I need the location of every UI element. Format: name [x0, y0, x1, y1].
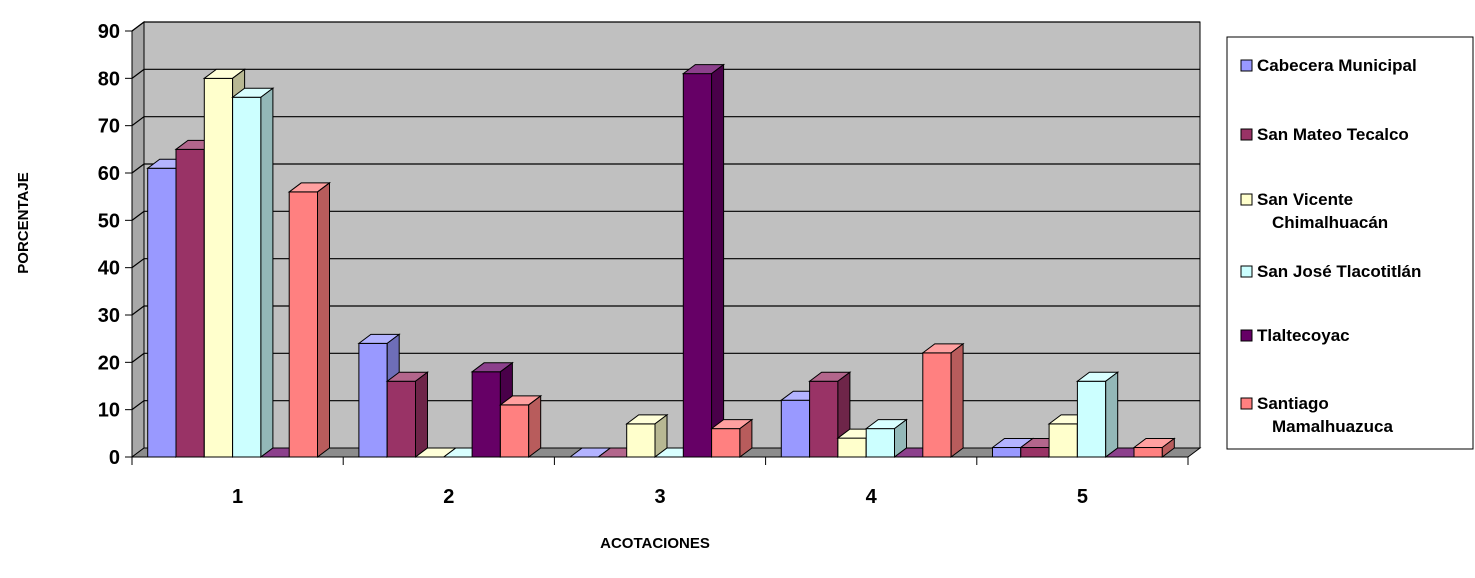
bar	[625, 413, 669, 458]
bar-side	[950, 342, 964, 458]
gridline	[131, 116, 1200, 127]
bar	[710, 418, 754, 458]
y-tick-label: 40	[98, 258, 120, 280]
y-tick-label: 60	[98, 163, 120, 185]
bar	[1132, 437, 1176, 458]
bar-front	[837, 437, 867, 458]
bar-front	[203, 77, 234, 458]
bar-front	[992, 447, 1022, 458]
gridline	[131, 258, 1200, 269]
legend-swatch	[1240, 128, 1253, 141]
legend: Cabecera Municipal San Mateo Tecalco San V…	[1226, 36, 1474, 450]
bar-front	[682, 73, 713, 458]
bar-side	[528, 394, 542, 458]
gridlines	[131, 21, 1200, 411]
bar	[681, 63, 726, 458]
y-tick-label: 50	[98, 210, 120, 232]
y-tick-label: 30	[98, 305, 120, 327]
bar-side	[1161, 437, 1175, 458]
legend-swatch	[1240, 397, 1253, 410]
bar-front	[471, 371, 501, 458]
bar	[231, 87, 275, 458]
y-axis-title: PORCENTAJE	[15, 172, 32, 273]
bar-front	[626, 423, 656, 458]
bar-front	[711, 428, 741, 458]
y-tick-label: 90	[98, 21, 120, 43]
bar-side	[711, 63, 725, 458]
bar	[921, 342, 965, 458]
bar	[498, 394, 543, 458]
bar-side	[260, 87, 274, 458]
legend-swatch	[1240, 59, 1253, 72]
bar-side	[1105, 371, 1119, 458]
y-tick-label: 20	[98, 352, 120, 374]
gridline	[131, 21, 1200, 32]
bar-front	[865, 428, 896, 458]
legend-swatch	[1240, 193, 1253, 206]
bar-front	[358, 342, 388, 458]
bar-front	[780, 399, 811, 458]
y-axis-ticks: 0 10 20 30 40 50 60 70 80 90	[98, 21, 133, 469]
gridline	[131, 68, 1200, 79]
x-axis-ticks: 1 2 3 4 5	[131, 456, 1189, 508]
legend-label: Tlaltecoyac	[1257, 326, 1350, 345]
bar-front	[1020, 447, 1050, 458]
legend-box	[1226, 36, 1474, 450]
gridline	[131, 352, 1200, 363]
gridline	[131, 163, 1200, 174]
bar-side	[415, 371, 428, 458]
bar	[385, 371, 429, 458]
y-tick-label: 80	[98, 68, 120, 90]
y-tick-label: 70	[98, 116, 120, 138]
legend-label: Mamalhuazuca	[1272, 417, 1393, 436]
bar-front	[1076, 380, 1107, 458]
gridline	[131, 210, 1200, 221]
legend-swatch	[1240, 265, 1253, 278]
y-tick-label: 0	[109, 447, 120, 469]
bar-front	[386, 380, 417, 458]
bar-front	[922, 352, 952, 458]
bar-front	[175, 148, 205, 458]
legend-label: Chimalhuacán	[1272, 213, 1388, 232]
x-tick-label: 4	[866, 486, 878, 508]
bar-front	[809, 380, 839, 458]
y-tick-label: 10	[98, 400, 120, 422]
legend-label: Cabecera Municipal	[1257, 56, 1417, 75]
gridline	[131, 305, 1200, 316]
bar-side	[739, 418, 753, 458]
legend-label: San Mateo Tecalco	[1257, 125, 1409, 144]
side-wall	[131, 21, 145, 458]
legend-label: San Vicente	[1257, 190, 1353, 209]
x-tick-label: 3	[654, 486, 665, 508]
x-tick-label: 2	[443, 486, 454, 508]
bars	[146, 63, 1176, 458]
bar-front	[232, 96, 262, 458]
bar-side	[317, 181, 330, 458]
legend-label: San José Tlacotitlán	[1257, 262, 1421, 281]
legend-swatch	[1240, 329, 1253, 342]
bar	[287, 181, 331, 458]
bar-front	[1048, 423, 1078, 458]
bar-front	[1133, 447, 1163, 458]
bar	[1075, 371, 1120, 458]
bar-front	[499, 404, 530, 458]
bar-front	[147, 167, 177, 458]
x-tick-label: 1	[232, 486, 243, 508]
bar	[864, 418, 908, 458]
bar-front	[288, 191, 319, 458]
legend-label: Santiago	[1257, 394, 1329, 413]
x-axis-title: ACOTACIONES	[600, 535, 710, 552]
x-tick-label: 5	[1077, 486, 1088, 508]
